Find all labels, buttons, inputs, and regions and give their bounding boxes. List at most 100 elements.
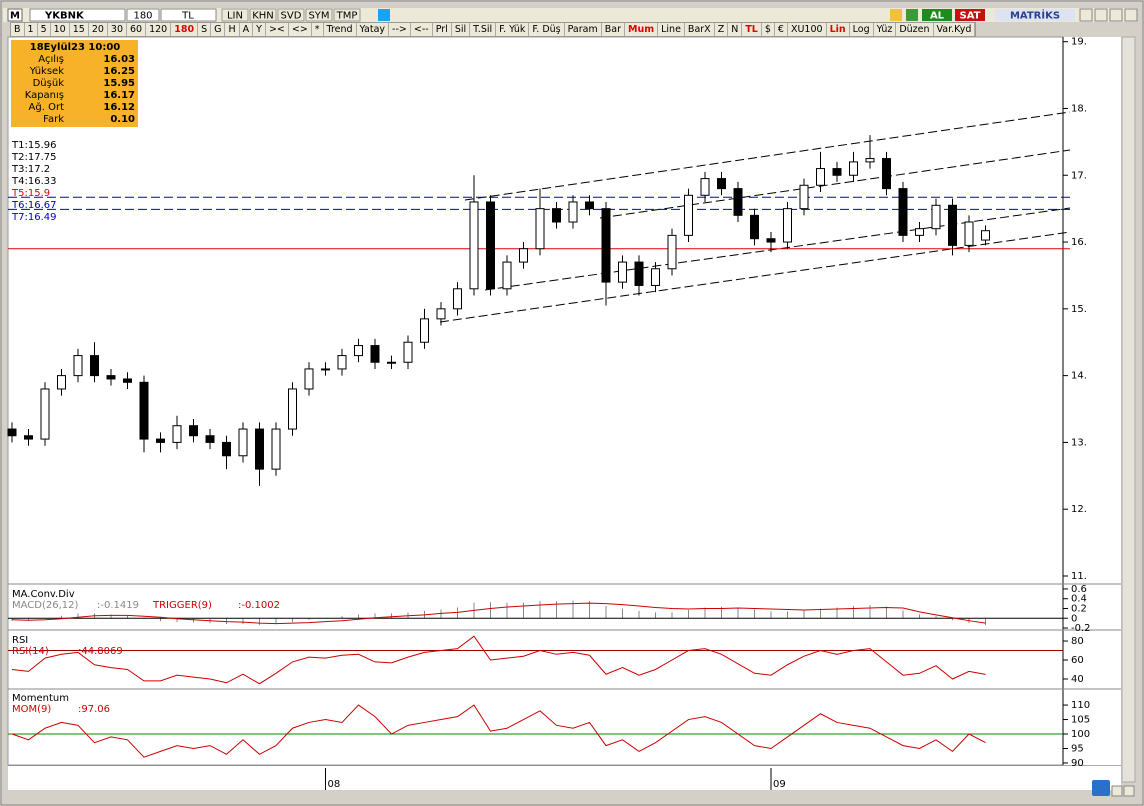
symbol[interactable]: YKBNK xyxy=(44,11,85,22)
candle-body xyxy=(816,168,825,186)
tool-button[interactable]: G xyxy=(211,23,226,36)
candle-body xyxy=(783,208,792,243)
info-value: 16.17 xyxy=(103,90,135,101)
tool-button[interactable]: F. Düş xyxy=(529,23,565,36)
tool-button[interactable]: Trend xyxy=(324,23,357,36)
tool-button[interactable]: B xyxy=(11,23,25,36)
buy-button[interactable] xyxy=(922,9,952,21)
tool-button[interactable]: Düzen xyxy=(896,23,934,36)
info-date: 18Eylül23 10:00 xyxy=(30,42,121,53)
maximize[interactable] xyxy=(1109,8,1123,22)
tool-button[interactable]: $ xyxy=(762,23,775,36)
tool-button[interactable]: Yüz xyxy=(874,23,897,36)
tool-button[interactable]: 15 xyxy=(70,23,89,36)
period[interactable]: 180 xyxy=(133,11,152,22)
tool-button[interactable]: Var.Kyd xyxy=(934,23,976,36)
tool-button[interactable]: <> xyxy=(289,23,312,36)
tool-button[interactable]: >< xyxy=(266,23,289,36)
tool-button[interactable]: F. Yük xyxy=(496,23,530,36)
tool-button[interactable]: 30 xyxy=(108,23,127,36)
period-field[interactable] xyxy=(126,8,160,22)
info-label: Ağ. Ort xyxy=(29,101,65,113)
series-name: TRIGGER(9) xyxy=(152,600,212,611)
tool-button[interactable]: 1 xyxy=(25,23,38,36)
tool-button[interactable]: <-- xyxy=(411,23,433,36)
tool-button[interactable]: € xyxy=(775,23,788,36)
menu-button[interactable] xyxy=(249,8,277,22)
candle-body xyxy=(750,214,759,240)
menu-label[interactable]: SVD xyxy=(281,11,302,22)
panel-title: Momentum xyxy=(12,693,69,704)
menu-button[interactable] xyxy=(277,8,305,22)
twitter-icon[interactable] xyxy=(378,9,390,21)
tool-button[interactable]: Z xyxy=(715,23,729,36)
tool-button[interactable]: H xyxy=(225,23,240,36)
sync-icon[interactable] xyxy=(1092,780,1110,796)
tool-button[interactable]: Lin xyxy=(827,23,850,36)
minimize[interactable] xyxy=(1079,8,1093,22)
menu-button[interactable] xyxy=(221,8,249,22)
x-axis-area xyxy=(8,766,1121,790)
sell-button[interactable] xyxy=(955,9,985,21)
candle-body xyxy=(57,375,66,390)
tool-button[interactable]: N xyxy=(728,23,743,36)
tool-button[interactable]: 5 xyxy=(38,23,51,36)
close[interactable] xyxy=(1124,8,1138,22)
tool-button[interactable]: XU100 xyxy=(788,23,827,36)
y-tick-label: 17. xyxy=(1071,170,1087,181)
candle-body xyxy=(634,261,644,286)
series-last-value: :44.8069 xyxy=(78,646,123,657)
tool-button[interactable]: Yatay xyxy=(357,23,390,36)
level-label: T2:17.75 xyxy=(11,152,56,163)
buy-label[interactable]: AL xyxy=(930,11,945,22)
candle-body xyxy=(73,355,83,377)
candle-body xyxy=(24,435,33,440)
tool-button[interactable]: Log xyxy=(850,23,874,36)
tool-button[interactable]: Bar xyxy=(602,23,625,36)
tool-button[interactable]: TL xyxy=(742,23,762,36)
scrollbar[interactable] xyxy=(1121,36,1136,783)
symbol-field[interactable] xyxy=(29,8,126,22)
icon[interactable] xyxy=(890,9,902,21)
currency-field[interactable] xyxy=(160,8,217,22)
logo-box[interactable] xyxy=(7,8,23,22)
menu-button[interactable] xyxy=(333,8,361,22)
tool-button[interactable]: * xyxy=(312,23,324,36)
tool-button[interactable]: BarX xyxy=(685,23,715,36)
menu-label[interactable]: LIN xyxy=(227,11,243,22)
candle-body xyxy=(717,178,726,190)
tool-button[interactable]: --> xyxy=(389,23,411,36)
y-tick-label: 0.6 xyxy=(1071,584,1087,595)
tool-button[interactable]: 180 xyxy=(171,23,199,36)
chart-area xyxy=(7,36,1064,766)
y-tick-label: 15. xyxy=(1071,304,1087,315)
tool-button[interactable]: T.Sil xyxy=(470,23,497,36)
restore[interactable] xyxy=(1094,8,1108,22)
logo[interactable]: M xyxy=(10,11,20,22)
tool-button[interactable]: 60 xyxy=(127,23,147,36)
trend-lines xyxy=(439,111,1071,323)
tool-button[interactable]: 10 xyxy=(51,23,70,36)
tool-button[interactable]: 20 xyxy=(89,23,108,36)
tool-button[interactable]: Mum xyxy=(625,23,659,36)
menu-label[interactable]: SYM xyxy=(308,11,329,22)
scroll-left[interactable] xyxy=(1111,785,1123,797)
info-value: 16.25 xyxy=(103,66,135,77)
tool-button[interactable]: Prl xyxy=(433,23,452,36)
candle-body xyxy=(700,178,710,196)
menu-label[interactable]: TMP xyxy=(336,11,358,22)
scroll-right[interactable] xyxy=(1123,785,1135,797)
menu-button[interactable] xyxy=(305,8,333,22)
tool-button[interactable]: A xyxy=(240,23,254,36)
tool-button[interactable]: Sil xyxy=(452,23,471,36)
candle-body xyxy=(304,368,314,390)
tool-button[interactable]: Param xyxy=(565,23,602,36)
tool-button[interactable]: Line xyxy=(658,23,685,36)
icon[interactable] xyxy=(906,9,918,21)
tool-button[interactable]: 120 xyxy=(146,23,172,36)
tool-button[interactable]: Y xyxy=(253,23,266,36)
sell-label[interactable]: SAT xyxy=(960,11,981,22)
tool-button[interactable]: S xyxy=(198,23,212,36)
currency[interactable]: TL xyxy=(181,11,194,22)
menu-label[interactable]: KHN xyxy=(252,11,274,22)
